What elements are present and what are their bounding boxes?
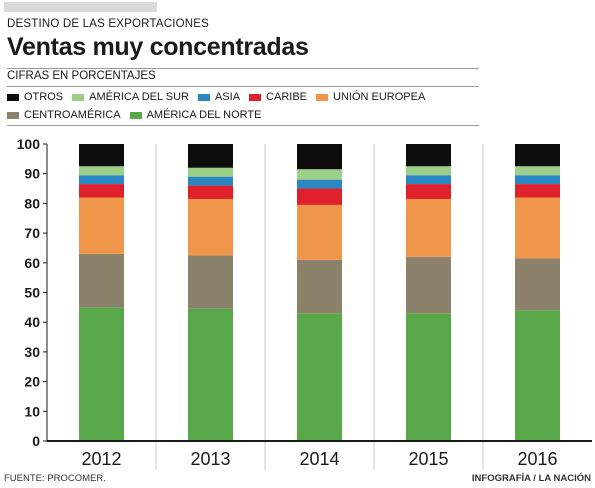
bar-segment-caribe <box>406 184 451 199</box>
bar-segment-otros <box>406 144 451 167</box>
bar-segment-asia <box>79 175 124 185</box>
bar-segment-caribe <box>515 184 560 198</box>
credit-note: INFOGRAFÍA / LA NACIÓN <box>471 473 591 484</box>
bar-segment-union-europea <box>406 198 451 257</box>
bar-segment-union-europea <box>297 204 342 260</box>
legend-item-caribe: CARIBE <box>249 91 307 103</box>
divider-legend <box>7 86 479 87</box>
legend-item-america-del-sur: AMÉRICA DEL SUR <box>72 91 189 103</box>
legend-swatch-asia <box>197 93 210 101</box>
y-tick-label: 80 <box>24 195 40 211</box>
y-tick-label: 90 <box>24 166 40 182</box>
legend-swatch-centroamerica <box>7 111 19 119</box>
y-tick-label: 10 <box>24 403 40 419</box>
bar-segment-america-del-norte <box>188 308 233 441</box>
bar-segment-america-del-sur <box>515 166 560 176</box>
legend-label-otros: OTROS <box>24 91 64 103</box>
legend-item-union-europea: UNIÓN EUROPEA <box>316 91 425 103</box>
bar-segment-otros <box>515 144 560 167</box>
bar-segment-centroamerica <box>297 259 342 314</box>
bar-segment-caribe <box>79 184 124 198</box>
y-tick-label: 40 <box>24 314 40 330</box>
bar-segment-centroamerica <box>79 253 124 308</box>
source-note: FUENTE: PROCOMER. <box>4 473 106 484</box>
bar-segment-otros <box>297 144 342 170</box>
bar-segment-america-del-norte <box>297 313 342 441</box>
bar-segment-asia <box>297 179 342 189</box>
bar-segment-centroamerica <box>188 255 233 309</box>
x-category-label: 2013 <box>190 449 230 469</box>
top-decorative-bar <box>4 2 157 12</box>
legend-item-centroamerica: CENTROAMÉRICA <box>7 109 121 121</box>
x-category-label: 2015 <box>408 449 448 469</box>
legend-label-america-del-norte: AMÉRICA DEL NORTE <box>146 109 262 121</box>
legend-row-2: CENTROAMÉRICA AMÉRICA DEL NORTE <box>7 109 487 121</box>
y-tick-label: 100 <box>17 136 41 152</box>
x-category-label: 2012 <box>81 449 121 469</box>
x-category-label: 2014 <box>299 449 339 469</box>
legend-swatch-union-europea <box>316 93 329 101</box>
legend-item-asia: ASIA <box>197 91 241 103</box>
bar-segment-america-del-sur <box>297 169 342 180</box>
x-category-label: 2016 <box>517 449 557 469</box>
bar-segment-asia <box>406 175 451 185</box>
y-tick-label: 0 <box>32 433 40 449</box>
legend-label-centroamerica: CENTROAMÉRICA <box>24 109 121 121</box>
legend-label-asia: ASIA <box>214 91 241 103</box>
bar-segment-asia <box>515 175 560 185</box>
legend-label-caribe: CARIBE <box>266 91 308 103</box>
legend-item-otros: OTROS <box>7 91 63 103</box>
bar-segment-union-europea <box>515 197 560 259</box>
bar-segment-america-del-sur <box>406 166 451 176</box>
legend-swatch-otros <box>7 93 19 101</box>
bar-segment-centroamerica <box>515 258 560 311</box>
bar-segment-union-europea <box>188 198 233 256</box>
bar-segment-america-del-norte <box>406 313 451 441</box>
divider-bottom <box>7 125 479 126</box>
bar-segment-asia <box>188 176 233 186</box>
legend-item-america-del-norte: AMÉRICA DEL NORTE <box>129 109 262 121</box>
y-tick-label: 70 <box>24 225 40 241</box>
stacked-bar-chart: 0 10 20 30 40 50 60 70 80 90 100 2012 2013 2014 2015 20… <box>17 136 592 470</box>
legend-swatch-america-del-sur <box>72 93 85 101</box>
chart-subtitle: CIFRAS EN PORCENTAJES <box>7 70 156 82</box>
chart-title: Ventas muy concentradas <box>7 33 309 61</box>
chart-kicker: DESTINO DE LAS EXPORTACIONES <box>7 18 209 30</box>
legend-label-union-europea: UNIÓN EUROPEA <box>333 91 426 103</box>
legend-row-1: OTROS AMÉRICA DEL SUR ASIA CARIBE UNIÓN EURO… <box>7 91 487 103</box>
bar-segment-caribe <box>188 185 233 199</box>
bar-segment-centroamerica <box>406 256 451 314</box>
legend-swatch-america-del-norte <box>129 111 142 119</box>
bar-segment-otros <box>188 144 233 168</box>
y-tick-label: 60 <box>24 255 40 271</box>
legend-swatch-caribe <box>249 93 262 101</box>
bar-segment-america-del-sur <box>79 166 124 176</box>
legend-label-america-del-sur: AMÉRICA DEL SUR <box>89 91 189 103</box>
y-tick-label: 20 <box>24 374 40 390</box>
bar-segment-caribe <box>297 188 342 205</box>
bar-segment-union-europea <box>79 197 124 254</box>
bar-segment-america-del-sur <box>188 167 233 177</box>
y-tick-label: 50 <box>24 285 40 301</box>
divider-top <box>7 68 479 69</box>
bar-segment-otros <box>79 144 124 167</box>
y-tick-label: 30 <box>24 344 40 360</box>
bar-segment-america-del-norte <box>515 310 560 441</box>
bar-segment-america-del-norte <box>79 307 124 441</box>
